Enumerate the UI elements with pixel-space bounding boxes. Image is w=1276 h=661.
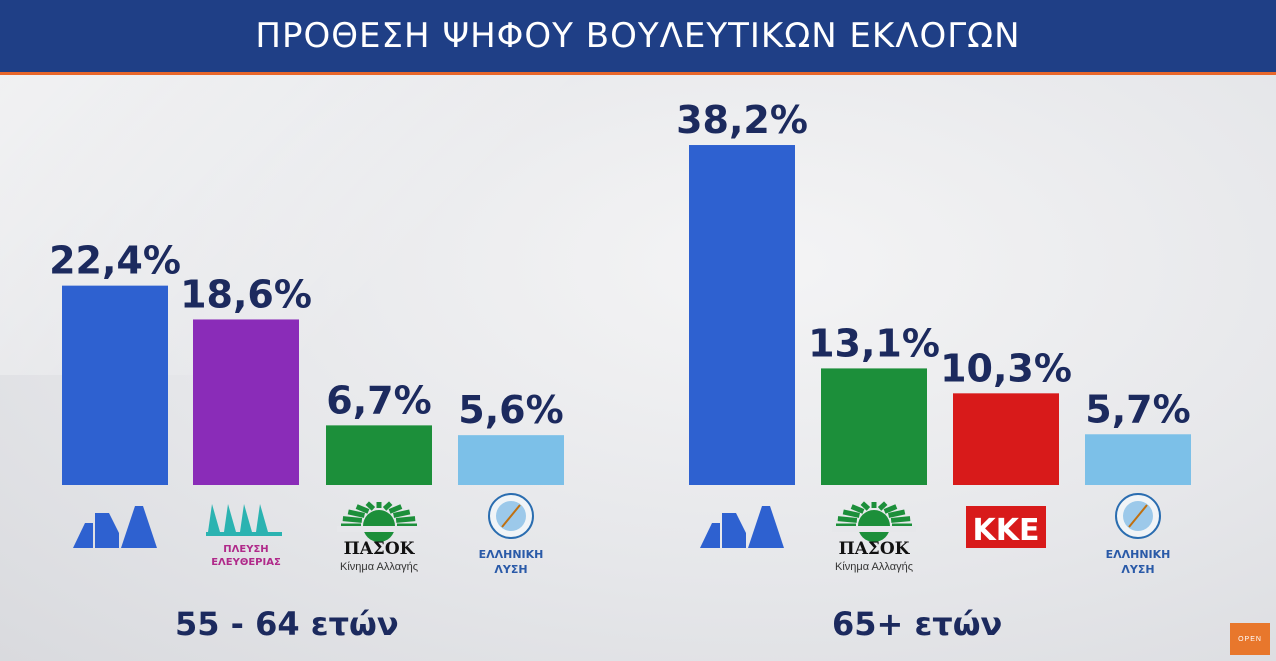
bar-pasok: [326, 425, 432, 485]
bar-value-label: 5,7%: [1085, 387, 1190, 431]
pasok-ray: [850, 504, 865, 514]
party-logo-text: ΛΥΣΗ: [494, 563, 527, 576]
party-logo-el: ΕΛΛΗΝΙΚΗ ΛΥΣΗ: [479, 493, 544, 576]
pasok-ray: [365, 501, 376, 511]
ple-sail: [256, 504, 268, 532]
age-group-label-65-plus: 65+ ετών: [832, 605, 1003, 643]
pasok-ray: [860, 501, 871, 511]
chart-title: ΠΡΟΘΕΣΗ ΨΗΦΟΥ ΒΟΥΛΕΥΤΙΚΩΝ ΕΚΛΟΓΩΝ: [255, 16, 1021, 56]
ple-hull: [206, 532, 282, 536]
party-logo-text: ΕΛΛΗΝΙΚΗ: [479, 548, 544, 561]
party-logo-pasok: ΠΑΣΟΚ Κίνημα Αλλαγής: [337, 501, 421, 573]
kke-box: [966, 506, 1046, 548]
age-group-label-55-64: 55 - 64 ετών: [175, 605, 399, 643]
pasok-ray: [837, 516, 858, 523]
open-channel-logo: OPEN: [1230, 623, 1270, 655]
party-logo-pasok: ΠΑΣΟΚ Κίνημα Αλλαγής: [832, 501, 916, 573]
pasok-ray: [877, 501, 888, 511]
el-compass-needle: [501, 504, 521, 528]
pasok-ray: [393, 509, 411, 518]
party-logo-text: ΛΥΣΗ: [1121, 563, 1154, 576]
header-bar: ΠΡΟΘΕΣΗ ΨΗΦΟΥ ΒΟΥΛΕΥΤΙΚΩΝ ΕΚΛΟΓΩΝ: [0, 0, 1276, 75]
party-logo-text: Κίνημα Αλλαγής: [340, 561, 418, 573]
bar-kke: [953, 393, 1059, 485]
pasok-ray: [888, 509, 906, 518]
party-logo-text: ΕΛΕΥΘΕΡΙΑΣ: [211, 557, 281, 568]
nd-shape: [722, 513, 746, 548]
party-logo-text: ΠΑΣΟΚ: [344, 539, 416, 559]
party-logo-text: Κίνημα Αλλαγής: [835, 561, 913, 573]
bar-el: [458, 435, 564, 485]
party-logo-kke: ΚΚΕ: [966, 506, 1046, 548]
bar-nd: [62, 285, 168, 485]
pasok-ray: [388, 504, 403, 514]
bar-value-label: 10,3%: [940, 346, 1072, 390]
party-logo-nd: [700, 506, 784, 548]
bar-ple: [193, 319, 299, 485]
bar-value-label: 38,2%: [676, 98, 808, 142]
bar-value-label: 13,1%: [808, 321, 940, 365]
bar-value-label: 22,4%: [49, 239, 181, 283]
bar-nd: [689, 145, 795, 485]
nd-shape: [700, 523, 720, 548]
pasok-mask: [337, 526, 421, 532]
nd-shape: [95, 513, 119, 548]
bar-value-label: 6,7%: [326, 378, 431, 422]
bar-pasok: [821, 368, 927, 485]
bar-value-label: 18,6%: [180, 272, 312, 316]
el-compass-needle: [1128, 504, 1148, 528]
party-logo-nd: [73, 506, 157, 548]
pasok-ray: [355, 504, 370, 514]
nd-shape: [73, 523, 93, 548]
pasok-ray: [890, 516, 911, 523]
ple-sail: [224, 504, 236, 532]
bar-value-label: 5,6%: [458, 388, 563, 432]
pasok-ray: [347, 509, 365, 518]
party-logo-ple: ΠΛΕΥΣΗ ΕΛΕΥΘΕΡΙΑΣ: [206, 504, 282, 568]
bar-el: [1085, 434, 1191, 485]
bar-group-1: 38,2% 13,1% ΠΑΣΟΚ Κίνημα Αλλαγής 10,3% ΚΚΕ 5,7…: [676, 98, 1191, 576]
party-logo-text: ΠΛΕΥΣΗ: [223, 544, 268, 555]
ple-sail: [240, 504, 252, 532]
party-logo-text: ΕΛΛΗΝΙΚΗ: [1106, 548, 1171, 561]
bar-group-0: 22,4%18,6% ΠΛΕΥΣΗ ΕΛΕΥΘΕΡΙΑΣ 6,7% ΠΑΣΟΚ Κίνημ…: [49, 239, 564, 576]
party-logo-el: ΕΛΛΗΝΙΚΗ ΛΥΣΗ: [1106, 493, 1171, 576]
party-logo-text: ΠΑΣΟΚ: [839, 539, 911, 559]
pasok-ray: [395, 516, 416, 523]
pasok-ray: [883, 504, 898, 514]
pasok-ray: [342, 516, 363, 523]
pasok-ray: [382, 501, 393, 511]
pasok-mask: [832, 526, 916, 532]
pasok-ray: [842, 509, 860, 518]
nd-shape: [748, 506, 784, 548]
nd-shape: [121, 506, 157, 548]
ple-sail: [208, 504, 220, 532]
party-logo-text: ΚΚΕ: [973, 513, 1040, 548]
